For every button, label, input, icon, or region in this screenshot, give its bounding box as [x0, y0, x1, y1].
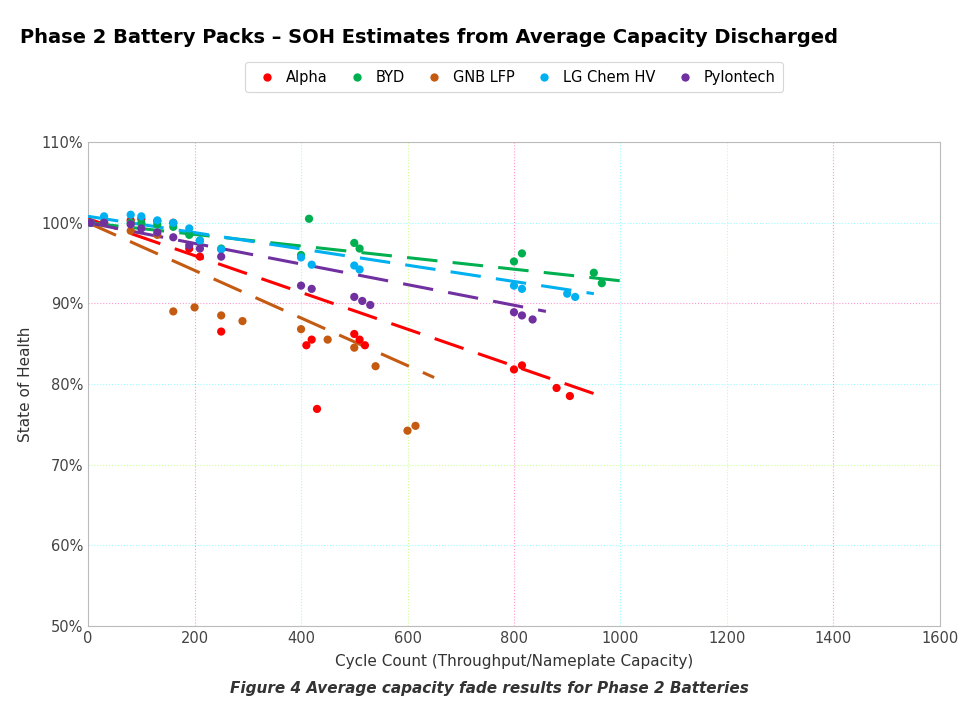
Point — [346, 292, 362, 303]
Point — [192, 235, 207, 246]
Point — [293, 280, 309, 292]
Text: Figure 4 Average capacity fade results for Phase 2 Batteries: Figure 4 Average capacity fade results f… — [230, 681, 748, 696]
Point — [567, 292, 583, 303]
Point — [150, 229, 165, 240]
Point — [548, 383, 563, 394]
Point — [181, 223, 197, 234]
Point — [293, 250, 309, 261]
Point — [513, 360, 529, 371]
Point — [150, 215, 165, 226]
Point — [150, 227, 165, 238]
Point — [303, 283, 319, 294]
Point — [96, 217, 111, 228]
Point — [213, 243, 229, 255]
Point — [96, 217, 111, 228]
Point — [133, 213, 149, 225]
Point — [83, 217, 99, 228]
Point — [513, 283, 529, 294]
Text: Phase 2 Battery Packs – SOH Estimates from Average Capacity Discharged: Phase 2 Battery Packs – SOH Estimates fr… — [20, 28, 837, 48]
Point — [506, 306, 521, 318]
Point — [83, 217, 99, 228]
Point — [346, 328, 362, 340]
Point — [83, 217, 99, 228]
Point — [293, 252, 309, 263]
Point — [213, 310, 229, 321]
Point — [165, 232, 181, 243]
Point — [513, 310, 529, 321]
Point — [309, 403, 325, 415]
Point — [362, 299, 378, 311]
Point — [181, 240, 197, 251]
Point — [303, 334, 319, 346]
Point — [399, 425, 415, 437]
Point — [301, 213, 317, 225]
Point — [506, 364, 521, 375]
Point — [133, 210, 149, 222]
Point — [96, 210, 111, 222]
Point — [303, 259, 319, 270]
Point — [122, 217, 139, 228]
Point — [368, 360, 383, 372]
Point — [298, 340, 314, 351]
Point — [133, 217, 149, 228]
Point — [407, 420, 422, 432]
Point — [192, 235, 207, 246]
Point — [586, 267, 601, 279]
Point — [235, 316, 250, 327]
Y-axis label: State of Health: State of Health — [19, 326, 33, 442]
Point — [346, 260, 362, 271]
Point — [165, 221, 181, 232]
Point — [133, 223, 149, 234]
Point — [165, 306, 181, 317]
Point — [357, 340, 373, 351]
Point — [122, 219, 139, 230]
Legend: Alpha, BYD, GNB LFP, LG Chem HV, Pylontech: Alpha, BYD, GNB LFP, LG Chem HV, Pylonte… — [244, 63, 782, 92]
Point — [165, 217, 181, 228]
Point — [150, 215, 165, 227]
Point — [192, 251, 207, 262]
Point — [165, 217, 181, 228]
Point — [181, 229, 197, 240]
Point — [213, 244, 229, 255]
Point — [150, 219, 165, 230]
Point — [320, 334, 335, 346]
Point — [594, 277, 609, 289]
Point — [524, 314, 540, 325]
Point — [293, 324, 309, 335]
Point — [354, 295, 370, 306]
Point — [513, 247, 529, 259]
Point — [346, 342, 362, 353]
Point — [122, 215, 139, 226]
Point — [213, 326, 229, 337]
Point — [83, 217, 99, 228]
X-axis label: Cycle Count (Throughput/Nameplate Capacity): Cycle Count (Throughput/Nameplate Capaci… — [334, 654, 692, 669]
Point — [122, 209, 139, 220]
Point — [351, 243, 367, 255]
Point — [558, 288, 574, 299]
Point — [346, 237, 362, 249]
Point — [96, 217, 111, 228]
Point — [181, 243, 197, 255]
Point — [122, 225, 139, 237]
Point — [96, 217, 111, 228]
Point — [506, 256, 521, 267]
Point — [561, 390, 577, 402]
Point — [187, 301, 202, 313]
Point — [506, 280, 521, 292]
Point — [213, 251, 229, 262]
Point — [351, 264, 367, 275]
Point — [83, 217, 99, 228]
Point — [351, 334, 367, 346]
Point — [192, 243, 207, 255]
